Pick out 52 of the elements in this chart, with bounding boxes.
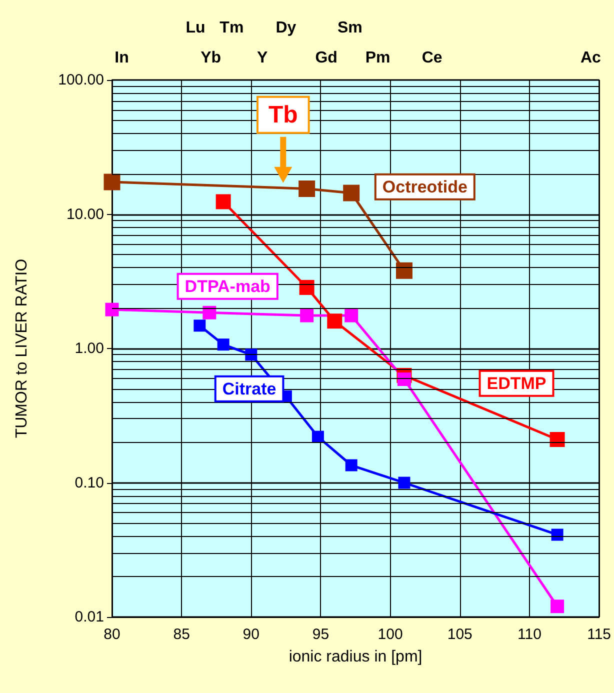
text: Sm	[338, 20, 362, 36]
x-axis-title: ionic radius in [pm]	[288, 648, 422, 666]
text: Ac	[580, 50, 602, 66]
point	[216, 194, 231, 210]
text: Ce	[422, 50, 442, 66]
point	[194, 320, 206, 332]
point	[343, 184, 360, 202]
text: Y	[256, 50, 268, 66]
point	[551, 528, 564, 541]
point	[202, 306, 216, 320]
series-label: Citrate	[222, 379, 276, 398]
point	[344, 308, 358, 322]
x-tick-label: 95	[312, 626, 330, 643]
point	[217, 338, 230, 351]
text: Dy	[276, 20, 296, 36]
text: Tm	[220, 20, 244, 36]
x-tick-label: 105	[447, 626, 472, 643]
point	[550, 600, 564, 614]
series-label: DTPA-mab	[184, 276, 270, 296]
text: Yb	[200, 50, 222, 66]
point	[327, 314, 342, 329]
text: In	[114, 50, 129, 66]
y-tick-label: 0.01	[74, 608, 104, 626]
x-tick-label: 90	[242, 626, 260, 643]
y-tick-label: 10.00	[66, 206, 104, 223]
y-tick-label: 0.10	[74, 474, 104, 492]
x-tick-label: 100	[378, 626, 403, 643]
annotation: Tb	[268, 101, 298, 128]
point	[345, 459, 358, 472]
point	[396, 262, 412, 279]
x-tick-label: 80	[104, 626, 120, 643]
point	[105, 302, 119, 316]
x-tick-label: 110	[518, 626, 542, 643]
point	[245, 348, 258, 361]
point	[300, 308, 314, 322]
series-label: EDTMP	[486, 374, 546, 393]
point	[397, 372, 411, 386]
y-axis-title: TUMOR to LIVER RATIO	[14, 258, 30, 438]
series-label: Octreotide	[382, 177, 468, 196]
point	[104, 174, 120, 190]
y-tick-label: 100.00	[58, 72, 104, 88]
point	[550, 432, 565, 447]
text: Lu	[186, 20, 206, 36]
x-tick-label: 115	[587, 626, 612, 643]
text: Gd	[315, 50, 338, 66]
y-tick-label: 1.00	[74, 340, 104, 357]
text: Pm	[365, 50, 390, 66]
point	[298, 180, 316, 197]
point	[312, 430, 324, 443]
x-tick-label: 85	[173, 626, 190, 643]
point	[398, 476, 410, 489]
point	[299, 280, 314, 295]
